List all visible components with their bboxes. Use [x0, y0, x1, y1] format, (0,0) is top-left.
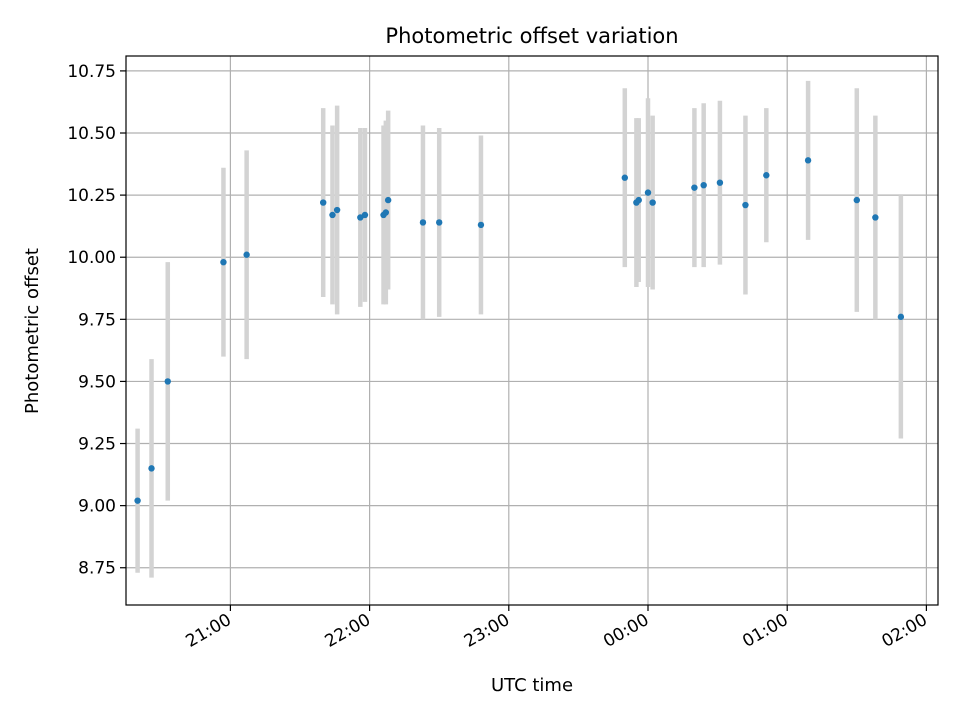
data-point — [635, 196, 642, 204]
data-point — [716, 179, 724, 186]
data-point — [164, 378, 171, 385]
data-point — [361, 211, 369, 219]
data-point — [436, 219, 443, 226]
data-point — [804, 157, 812, 164]
y-tick-label: 9.75 — [78, 310, 116, 330]
data-point — [853, 196, 860, 204]
data-point — [742, 201, 749, 209]
data-point — [333, 206, 341, 214]
data-point — [872, 214, 879, 221]
y-tick-label: 9.50 — [78, 372, 116, 392]
y-tick-label: 10.50 — [67, 124, 116, 144]
y-tick-label: 9.25 — [78, 435, 116, 455]
data-point — [897, 313, 905, 321]
y-axis-ticks: 8.75 9.00 9.25 9.50 9.75 10.00 10.25 10.50 10.75 — [67, 62, 126, 579]
y-tick-label: 10.00 — [67, 248, 116, 268]
data-point — [644, 189, 652, 196]
data-point — [384, 196, 392, 204]
data-point — [382, 209, 390, 216]
y-tick-label: 10.25 — [67, 186, 116, 206]
data-point — [243, 251, 250, 258]
data-point — [329, 211, 336, 219]
data-point — [621, 174, 628, 181]
data-point — [320, 199, 327, 206]
plot-frame — [125, 55, 939, 606]
y-tick-label: 8.75 — [78, 559, 116, 579]
data-point — [220, 258, 227, 266]
data-point — [134, 497, 141, 504]
data-points — [134, 157, 905, 504]
y-tick-label: 10.75 — [67, 62, 116, 82]
data-point — [477, 221, 485, 229]
data-point — [763, 172, 770, 179]
y-axis-title: Photometric offset — [22, 248, 43, 414]
data-point — [649, 199, 656, 206]
data-point — [148, 465, 155, 472]
chart-title: Photometric offset variation — [385, 24, 678, 48]
data-point — [691, 184, 698, 191]
y-tick-label: 9.00 — [78, 497, 116, 517]
x-axis-title: UTC time — [491, 675, 573, 696]
data-point — [700, 181, 707, 189]
data-point — [419, 219, 427, 226]
plot-area-background — [126, 56, 938, 605]
